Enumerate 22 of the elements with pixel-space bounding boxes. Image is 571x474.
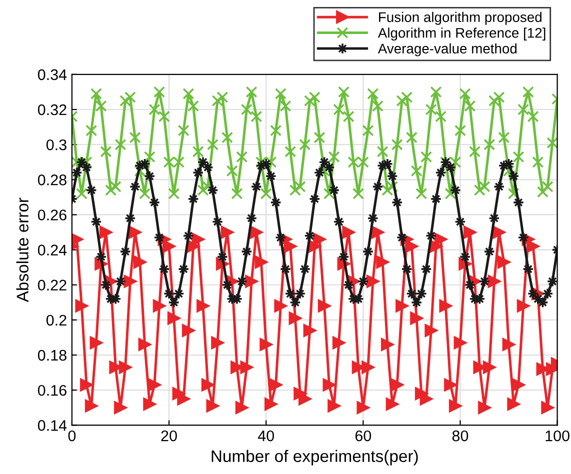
legend-label: Algorithm in Reference [12] <box>378 28 546 41</box>
x-tick-label: 80 <box>452 430 468 442</box>
y-tick-label: 0.2 <box>46 314 66 326</box>
x-tick-label: 100 <box>546 430 570 442</box>
legend-label: Fusion algorithm proposed <box>379 12 542 25</box>
y-tick-label: 0.18 <box>38 350 66 361</box>
y-tick-label: 0.26 <box>38 210 66 220</box>
y-tick-label: 0.28 <box>38 174 66 186</box>
x-axis-title: Number of experiments(per) <box>212 450 418 466</box>
x-tick-label: 0 <box>68 430 76 442</box>
y-tick-label: 0.32 <box>38 104 66 116</box>
legend-label: Average-value method <box>378 43 517 56</box>
x-tick-label: 60 <box>355 430 372 442</box>
x-tick-label: 20 <box>161 430 177 442</box>
x-tick-label: 40 <box>258 430 274 442</box>
y-tick-label: 0.14 <box>38 420 67 431</box>
y-axis-title: Absolute error <box>16 198 29 302</box>
y-tick-label: 0.24 <box>38 244 67 256</box>
y-tick-label: 0.34 <box>38 69 67 80</box>
y-tick-label: 0.3 <box>46 139 66 150</box>
y-tick-label: 0.22 <box>38 280 66 291</box>
y-tick-label: 0.16 <box>38 384 66 396</box>
